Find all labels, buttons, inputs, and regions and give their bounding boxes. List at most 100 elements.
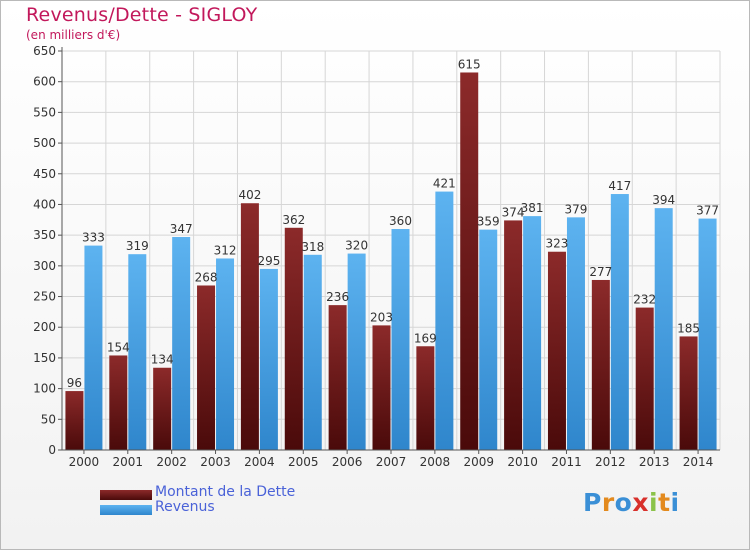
bar-debt [416,346,435,450]
bar-debt [504,220,523,450]
bar-debt [372,325,391,450]
x-tick-label: 2013 [639,455,670,469]
logo-letter: i [649,488,659,517]
data-label-revenus: 312 [214,243,237,257]
bar-revenus [303,254,322,450]
y-tick-label: 0 [48,443,56,457]
data-label-debt: 185 [677,321,700,335]
y-tick-label: 550 [33,105,56,119]
bar-debt [591,279,610,450]
bar-debt [284,227,303,450]
bar-debt [240,203,259,450]
legend-label-revenus: Revenus [155,499,215,515]
data-label-debt: 203 [370,310,393,324]
data-label-revenus: 333 [82,231,105,245]
x-tick-label: 2008 [420,455,451,469]
chart-title: Revenus/Dette - SIGLOY [26,4,258,26]
chart-subtitle: (en milliers d'€) [26,28,121,42]
proxiti-logo: Proxiti [583,488,680,517]
bar-revenus [347,253,366,450]
y-tick-label: 650 [33,44,56,58]
data-label-revenus: 347 [170,222,193,236]
bar-revenus [610,194,629,450]
x-tick-label: 2002 [156,455,187,469]
x-tick-label: 2006 [332,455,363,469]
bar-debt [679,336,698,450]
y-tick-label: 200 [33,320,56,334]
logo-letter: i [670,488,680,517]
data-label-debt: 323 [546,237,569,251]
bar-debt [328,305,347,450]
data-label-debt: 169 [414,331,437,345]
logo-letter: P [583,488,602,517]
legend-label-debt: Montant de la Dette [155,484,296,500]
y-tick-label: 450 [33,167,56,181]
x-tick-label: 2010 [507,455,538,469]
bar-revenus [698,218,717,450]
bar-revenus [128,254,147,450]
data-label-revenus: 421 [433,177,456,191]
bar-debt [153,367,172,450]
bar-debt [547,251,566,450]
bar-revenus [479,229,498,450]
y-tick-label: 400 [33,197,56,211]
data-label-revenus: 381 [521,201,544,215]
data-label-revenus: 320 [345,239,368,253]
x-tick-label: 2012 [595,455,626,469]
bar-debt [109,355,128,450]
bar-debt [197,285,216,450]
x-tick-label: 2007 [376,455,407,469]
y-tick-label: 350 [33,228,56,242]
logo-letter: x [632,488,649,517]
data-label-revenus: 379 [565,202,588,216]
y-tick-label: 150 [33,351,56,365]
bar-revenus [435,191,454,450]
bar-revenus [654,208,673,450]
bar-revenus [259,268,278,450]
data-label-revenus: 377 [696,204,719,218]
data-label-debt: 277 [589,265,612,279]
bar-debt [460,72,479,450]
data-label-revenus: 394 [652,193,675,207]
y-tick-label: 600 [33,75,56,89]
data-label-debt: 154 [107,340,130,354]
x-tick-label: 2004 [244,455,275,469]
data-label-revenus: 319 [126,239,149,253]
bar-revenus [391,229,410,450]
y-tick-label: 50 [41,412,56,426]
legend-swatch-revenus [100,505,152,515]
y-tick-label: 500 [33,136,56,150]
bar-revenus [523,216,542,450]
data-label-revenus: 417 [608,179,631,193]
legend-swatch-debt [100,490,152,500]
data-label-debt: 402 [238,188,261,202]
x-tick-label: 2014 [683,455,714,469]
x-tick-label: 2001 [113,455,144,469]
bar-debt [635,307,654,450]
x-tick-label: 2000 [69,455,100,469]
x-tick-label: 2011 [551,455,582,469]
x-tick-label: 2005 [288,455,319,469]
data-label-debt: 374 [502,205,525,219]
data-label-revenus: 318 [301,240,324,254]
bar-revenus [566,217,585,450]
x-tick-label: 2003 [200,455,231,469]
logo-letter: o [614,488,633,517]
data-label-debt: 134 [151,353,174,367]
bar-revenus [216,258,235,450]
x-tick-label: 2009 [463,455,494,469]
data-label-revenus: 360 [389,214,412,228]
data-label-revenus: 359 [477,215,500,229]
bar-debt [65,391,84,450]
bar-revenus [84,245,103,450]
y-tick-label: 250 [33,290,56,304]
data-label-debt: 268 [195,270,218,284]
y-tick-label: 100 [33,382,56,396]
data-label-debt: 232 [633,293,656,307]
logo-letter: r [601,488,615,517]
data-label-debt: 96 [67,376,82,390]
data-label-revenus: 295 [257,254,280,268]
y-tick-label: 300 [33,259,56,273]
bar-revenus [172,236,191,450]
